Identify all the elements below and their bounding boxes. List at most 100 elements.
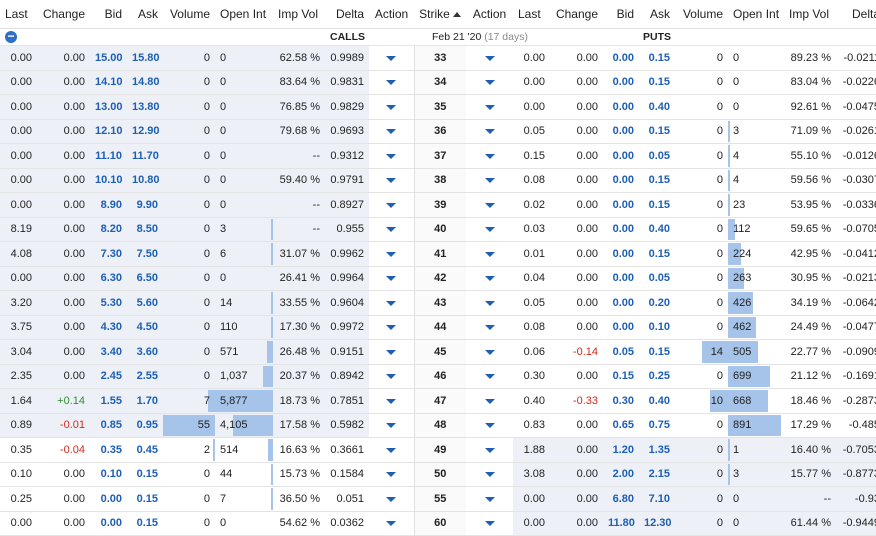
col-call-open-int[interactable]: Open Int — [215, 0, 273, 29]
dropdown-arrow-icon[interactable] — [386, 276, 397, 282]
dropdown-arrow-icon[interactable] — [386, 55, 397, 61]
call-action-dropdown[interactable] — [369, 119, 414, 144]
col-call-last[interactable]: Last — [0, 0, 37, 29]
dropdown-arrow-icon[interactable] — [386, 447, 397, 453]
put-action-dropdown[interactable] — [466, 168, 513, 193]
call-action-dropdown[interactable] — [369, 486, 414, 512]
put-action-dropdown[interactable] — [466, 192, 513, 218]
put-action-dropdown[interactable] — [466, 462, 513, 487]
put-action-dropdown[interactable] — [466, 339, 513, 365]
dropdown-arrow-icon[interactable] — [386, 374, 397, 380]
dropdown-arrow-icon[interactable] — [484, 496, 495, 502]
call-action-dropdown[interactable] — [369, 241, 414, 267]
col-call-action[interactable]: Action — [369, 0, 414, 29]
put-action-dropdown[interactable] — [466, 437, 513, 463]
dropdown-arrow-icon[interactable] — [484, 227, 495, 233]
dropdown-arrow-icon[interactable] — [484, 178, 495, 184]
dropdown-arrow-icon[interactable] — [484, 447, 495, 453]
dropdown-arrow-icon[interactable] — [484, 80, 495, 86]
call-action-dropdown[interactable] — [369, 70, 414, 95]
call-action-dropdown[interactable] — [369, 290, 414, 316]
put-action-dropdown[interactable] — [466, 119, 513, 144]
put-action-dropdown[interactable] — [466, 94, 513, 120]
dropdown-arrow-icon[interactable] — [386, 80, 397, 86]
col-call-volume[interactable]: Volume — [163, 0, 215, 29]
dropdown-arrow-icon[interactable] — [386, 227, 397, 233]
dropdown-arrow-icon[interactable] — [484, 251, 495, 257]
put-action-dropdown[interactable] — [466, 486, 513, 512]
col-put-change[interactable]: Change — [550, 0, 603, 29]
dropdown-arrow-icon[interactable] — [386, 300, 397, 306]
put-action-dropdown[interactable] — [466, 315, 513, 340]
call-action-dropdown[interactable] — [369, 437, 414, 463]
dropdown-arrow-icon[interactable] — [386, 129, 397, 135]
call-action-dropdown[interactable] — [369, 462, 414, 487]
dropdown-arrow-icon[interactable] — [386, 398, 397, 404]
put-action-dropdown[interactable] — [466, 266, 513, 291]
put-action-dropdown[interactable] — [466, 290, 513, 316]
col-call-change[interactable]: Change — [37, 0, 90, 29]
col-put-open-int[interactable]: Open Int — [728, 0, 784, 29]
call-action-dropdown[interactable] — [369, 217, 414, 242]
col-put-last[interactable]: Last — [513, 0, 550, 29]
dropdown-arrow-icon[interactable] — [484, 398, 495, 404]
call-action-dropdown[interactable] — [369, 315, 414, 340]
dropdown-arrow-icon[interactable] — [484, 202, 495, 208]
put-action-dropdown[interactable] — [466, 241, 513, 267]
dropdown-arrow-icon[interactable] — [386, 521, 397, 527]
dropdown-arrow-icon[interactable] — [484, 129, 495, 135]
col-call-bid[interactable]: Bid — [90, 0, 127, 29]
col-put-bid[interactable]: Bid — [603, 0, 639, 29]
dropdown-arrow-icon[interactable] — [386, 496, 397, 502]
dropdown-arrow-icon[interactable] — [484, 55, 495, 61]
dropdown-arrow-icon[interactable] — [386, 202, 397, 208]
col-call-delta[interactable]: Delta — [325, 0, 369, 29]
dropdown-arrow-icon[interactable] — [484, 521, 495, 527]
dropdown-arrow-icon[interactable] — [484, 153, 495, 159]
put-action-dropdown[interactable] — [466, 364, 513, 389]
call-action-dropdown[interactable] — [369, 168, 414, 193]
dropdown-arrow-icon[interactable] — [386, 472, 397, 478]
call-action-dropdown[interactable] — [369, 192, 414, 218]
dropdown-arrow-icon[interactable] — [386, 251, 397, 257]
col-put-volume[interactable]: Volume — [675, 0, 728, 29]
dropdown-arrow-icon[interactable] — [484, 104, 495, 110]
dropdown-arrow-icon[interactable] — [484, 374, 495, 380]
dropdown-arrow-icon[interactable] — [484, 276, 495, 282]
call-action-dropdown[interactable] — [369, 511, 414, 536]
put-action-dropdown[interactable] — [466, 45, 513, 71]
dropdown-arrow-icon[interactable] — [484, 325, 495, 331]
dropdown-arrow-icon[interactable] — [484, 472, 495, 478]
col-strike[interactable]: Strike — [414, 0, 466, 29]
put-action-dropdown[interactable] — [466, 388, 513, 414]
dropdown-arrow-icon[interactable] — [386, 349, 397, 355]
dropdown-arrow-icon[interactable] — [386, 423, 397, 429]
put-action-dropdown[interactable] — [466, 511, 513, 536]
call-action-dropdown[interactable] — [369, 413, 414, 438]
dropdown-arrow-icon[interactable] — [484, 300, 495, 306]
put-action-dropdown[interactable] — [466, 413, 513, 438]
col-call-ask[interactable]: Ask — [127, 0, 163, 29]
dropdown-arrow-icon[interactable] — [386, 104, 397, 110]
put-action-dropdown[interactable] — [466, 70, 513, 95]
col-put-ask[interactable]: Ask — [639, 0, 675, 29]
col-put-delta[interactable]: Delta — [836, 0, 876, 29]
call-action-dropdown[interactable] — [369, 388, 414, 414]
col-call-imp-vol[interactable]: Imp Vol — [273, 0, 325, 29]
col-put-action[interactable]: Action — [466, 0, 513, 29]
col-put-imp-vol[interactable]: Imp Vol — [784, 0, 836, 29]
put-action-dropdown[interactable] — [466, 143, 513, 169]
call-action-dropdown[interactable] — [369, 45, 414, 71]
put-action-dropdown[interactable] — [466, 217, 513, 242]
call-action-dropdown[interactable] — [369, 143, 414, 169]
call-action-dropdown[interactable] — [369, 94, 414, 120]
call-action-dropdown[interactable] — [369, 266, 414, 291]
dropdown-arrow-icon[interactable] — [484, 349, 495, 355]
collapse-minus-icon[interactable]: − — [5, 30, 17, 43]
dropdown-arrow-icon[interactable] — [386, 153, 397, 159]
call-action-dropdown[interactable] — [369, 364, 414, 389]
dropdown-arrow-icon[interactable] — [484, 423, 495, 429]
call-action-dropdown[interactable] — [369, 339, 414, 365]
dropdown-arrow-icon[interactable] — [386, 178, 397, 184]
dropdown-arrow-icon[interactable] — [386, 325, 397, 331]
